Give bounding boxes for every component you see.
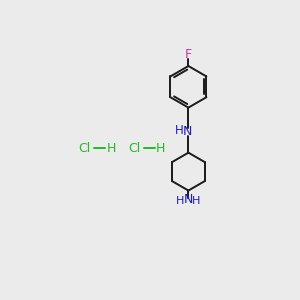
Text: F: F bbox=[185, 48, 192, 61]
Text: H: H bbox=[192, 196, 201, 206]
Text: Cl: Cl bbox=[78, 142, 91, 154]
Text: N: N bbox=[183, 125, 192, 138]
Text: Cl: Cl bbox=[128, 142, 140, 154]
Text: N: N bbox=[184, 193, 193, 206]
Text: H: H bbox=[106, 142, 116, 154]
Text: H: H bbox=[176, 196, 184, 206]
Text: H: H bbox=[156, 142, 165, 154]
Text: H: H bbox=[175, 124, 184, 136]
